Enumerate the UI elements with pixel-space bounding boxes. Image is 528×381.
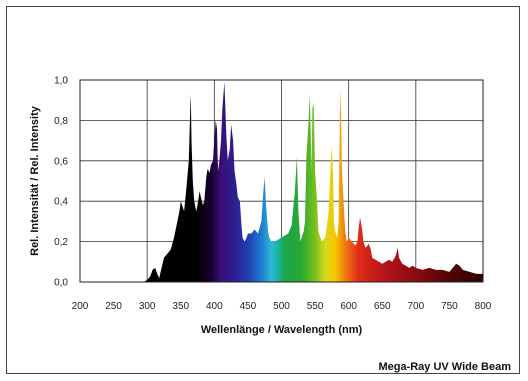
x-tick-label: 350	[172, 301, 189, 312]
x-tick-label: 600	[340, 301, 357, 312]
x-tick-label: 400	[206, 301, 223, 312]
y-tick-label: 0,4	[54, 197, 68, 208]
y-tick-label: 0,6	[54, 156, 68, 167]
x-tick-label: 650	[374, 301, 391, 312]
chart-caption: Mega-Ray UV Wide Beam	[378, 361, 511, 373]
x-tick-label: 500	[273, 301, 290, 312]
spectrum-series	[80, 82, 483, 282]
x-tick-label: 800	[475, 301, 492, 312]
x-tick-label: 300	[139, 301, 156, 312]
y-tick-label: 0,0	[54, 278, 68, 289]
y-axis-label: Rel. Intensität / Rel. Intensity	[29, 105, 41, 256]
x-tick-label: 200	[72, 301, 89, 312]
y-tick-label: 0,8	[54, 116, 68, 127]
y-tick-labels: 0,0 0,2 0,4 0,6 0,8 1,0	[54, 76, 68, 289]
x-tick-label: 250	[105, 301, 122, 312]
x-tick-label: 450	[240, 301, 257, 312]
x-tick-label: 700	[407, 301, 424, 312]
chart-frame	[6, 6, 520, 374]
x-tick-label: 750	[441, 301, 458, 312]
y-tick-label: 1,0	[54, 76, 68, 87]
x-axis-label: Wellenlänge / Wavelength (nm)	[201, 324, 363, 336]
x-tick-labels: 200 250 300 350 400 450 500 550 600 650 700 750 800	[72, 301, 492, 312]
x-tick-label: 550	[307, 301, 324, 312]
y-tick-label: 0,2	[54, 237, 68, 248]
spectrum-area	[80, 82, 483, 282]
plot-border	[79, 79, 484, 283]
